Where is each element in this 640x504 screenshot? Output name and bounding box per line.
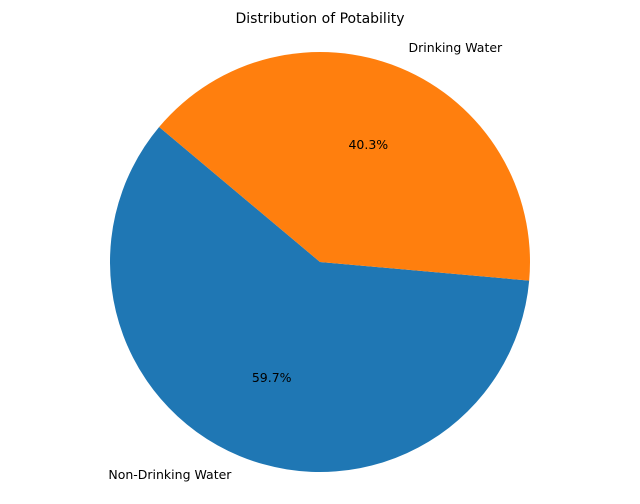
pie-slices — [109, 52, 530, 473]
slice-label-1: Non-Drinking Water — [108, 467, 232, 482]
slice-percent-1: 59.7% — [252, 370, 292, 385]
pie-slice-2 — [159, 52, 530, 281]
pie-labels: Non-Drinking Water 59.7% Drinking Water 40.… — [108, 40, 503, 482]
pie-slice-1 — [109, 127, 530, 473]
chart-title: Distribution of Potability — [236, 11, 405, 27]
slice-percent-2: 40.3% — [348, 137, 388, 152]
slice-label-2: Drinking Water — [409, 40, 504, 55]
